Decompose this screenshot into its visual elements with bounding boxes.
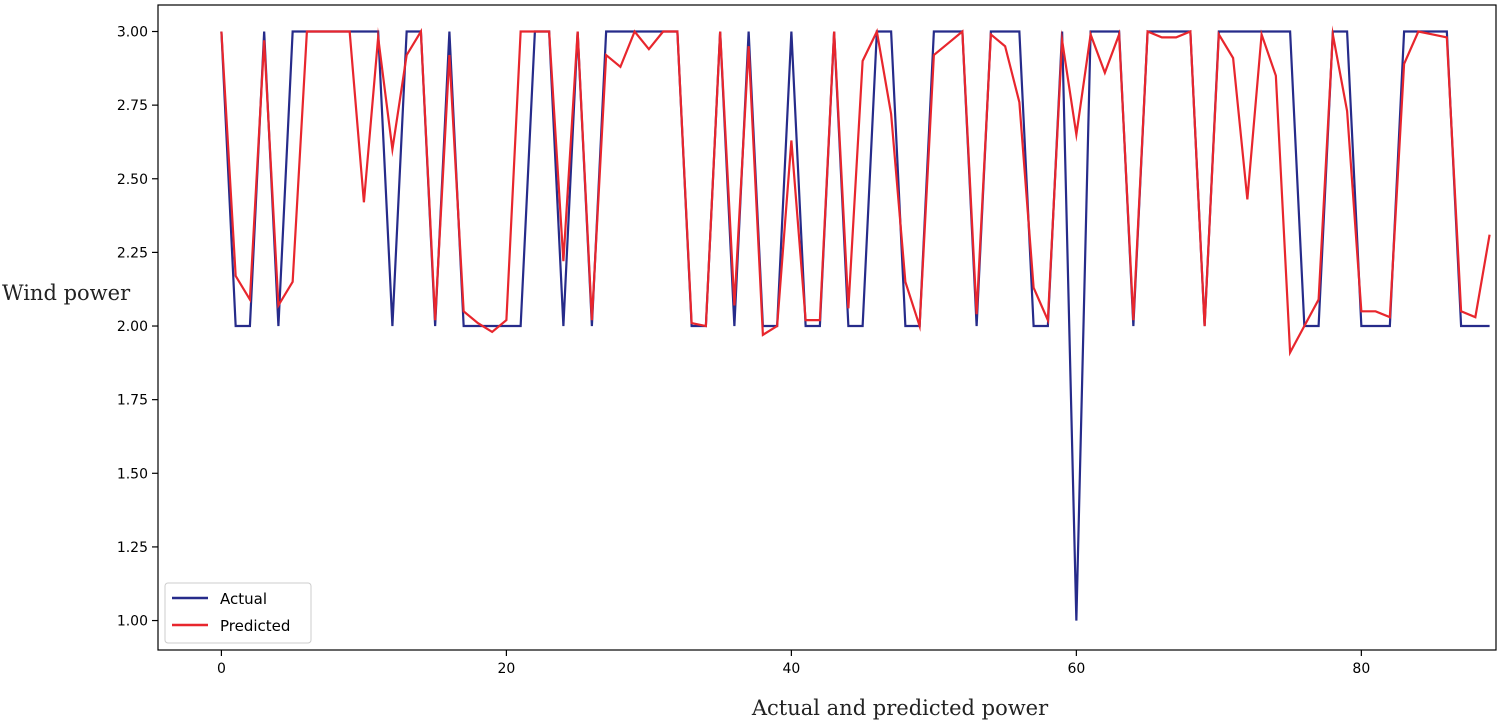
y-tick-label: 1.75 [117, 393, 148, 409]
x-tick-label: 40 [782, 661, 800, 677]
y-tick-label: 1.25 [117, 540, 148, 556]
x-tick-label: 0 [217, 661, 226, 677]
y-tick-label: 2.00 [117, 319, 148, 335]
y-axis-label: Wind power [2, 281, 131, 305]
y-tick-label: 3.00 [117, 25, 148, 41]
legend-label-actual: Actual [220, 590, 267, 608]
plot-frame [157, 4, 1497, 651]
x-axis-ticks: 0 20 40 60 80 [217, 650, 1370, 677]
series-lines [220, 25, 1491, 621]
legend: Actual Predicted [164, 582, 312, 644]
y-tick-label: 2.75 [117, 98, 148, 114]
y-tick-label: 1.00 [117, 614, 148, 630]
x-tick-label: 20 [497, 661, 515, 677]
y-axis-ticks: 1.00 1.25 1.50 1.75 2.00 2.25 2.50 2.75 3.00 [117, 25, 158, 630]
series-line-predicted [220, 25, 1491, 357]
x-axis-label: Actual and predicted power [751, 696, 1049, 720]
y-tick-label: 2.25 [117, 245, 148, 261]
y-tick-label: 2.50 [117, 172, 148, 188]
legend-label-predicted: Predicted [220, 617, 290, 635]
y-tick-label: 1.50 [117, 466, 148, 482]
series-line-actual [220, 30, 1490, 621]
x-tick-label: 60 [1067, 661, 1085, 677]
x-tick-label: 80 [1352, 661, 1370, 677]
